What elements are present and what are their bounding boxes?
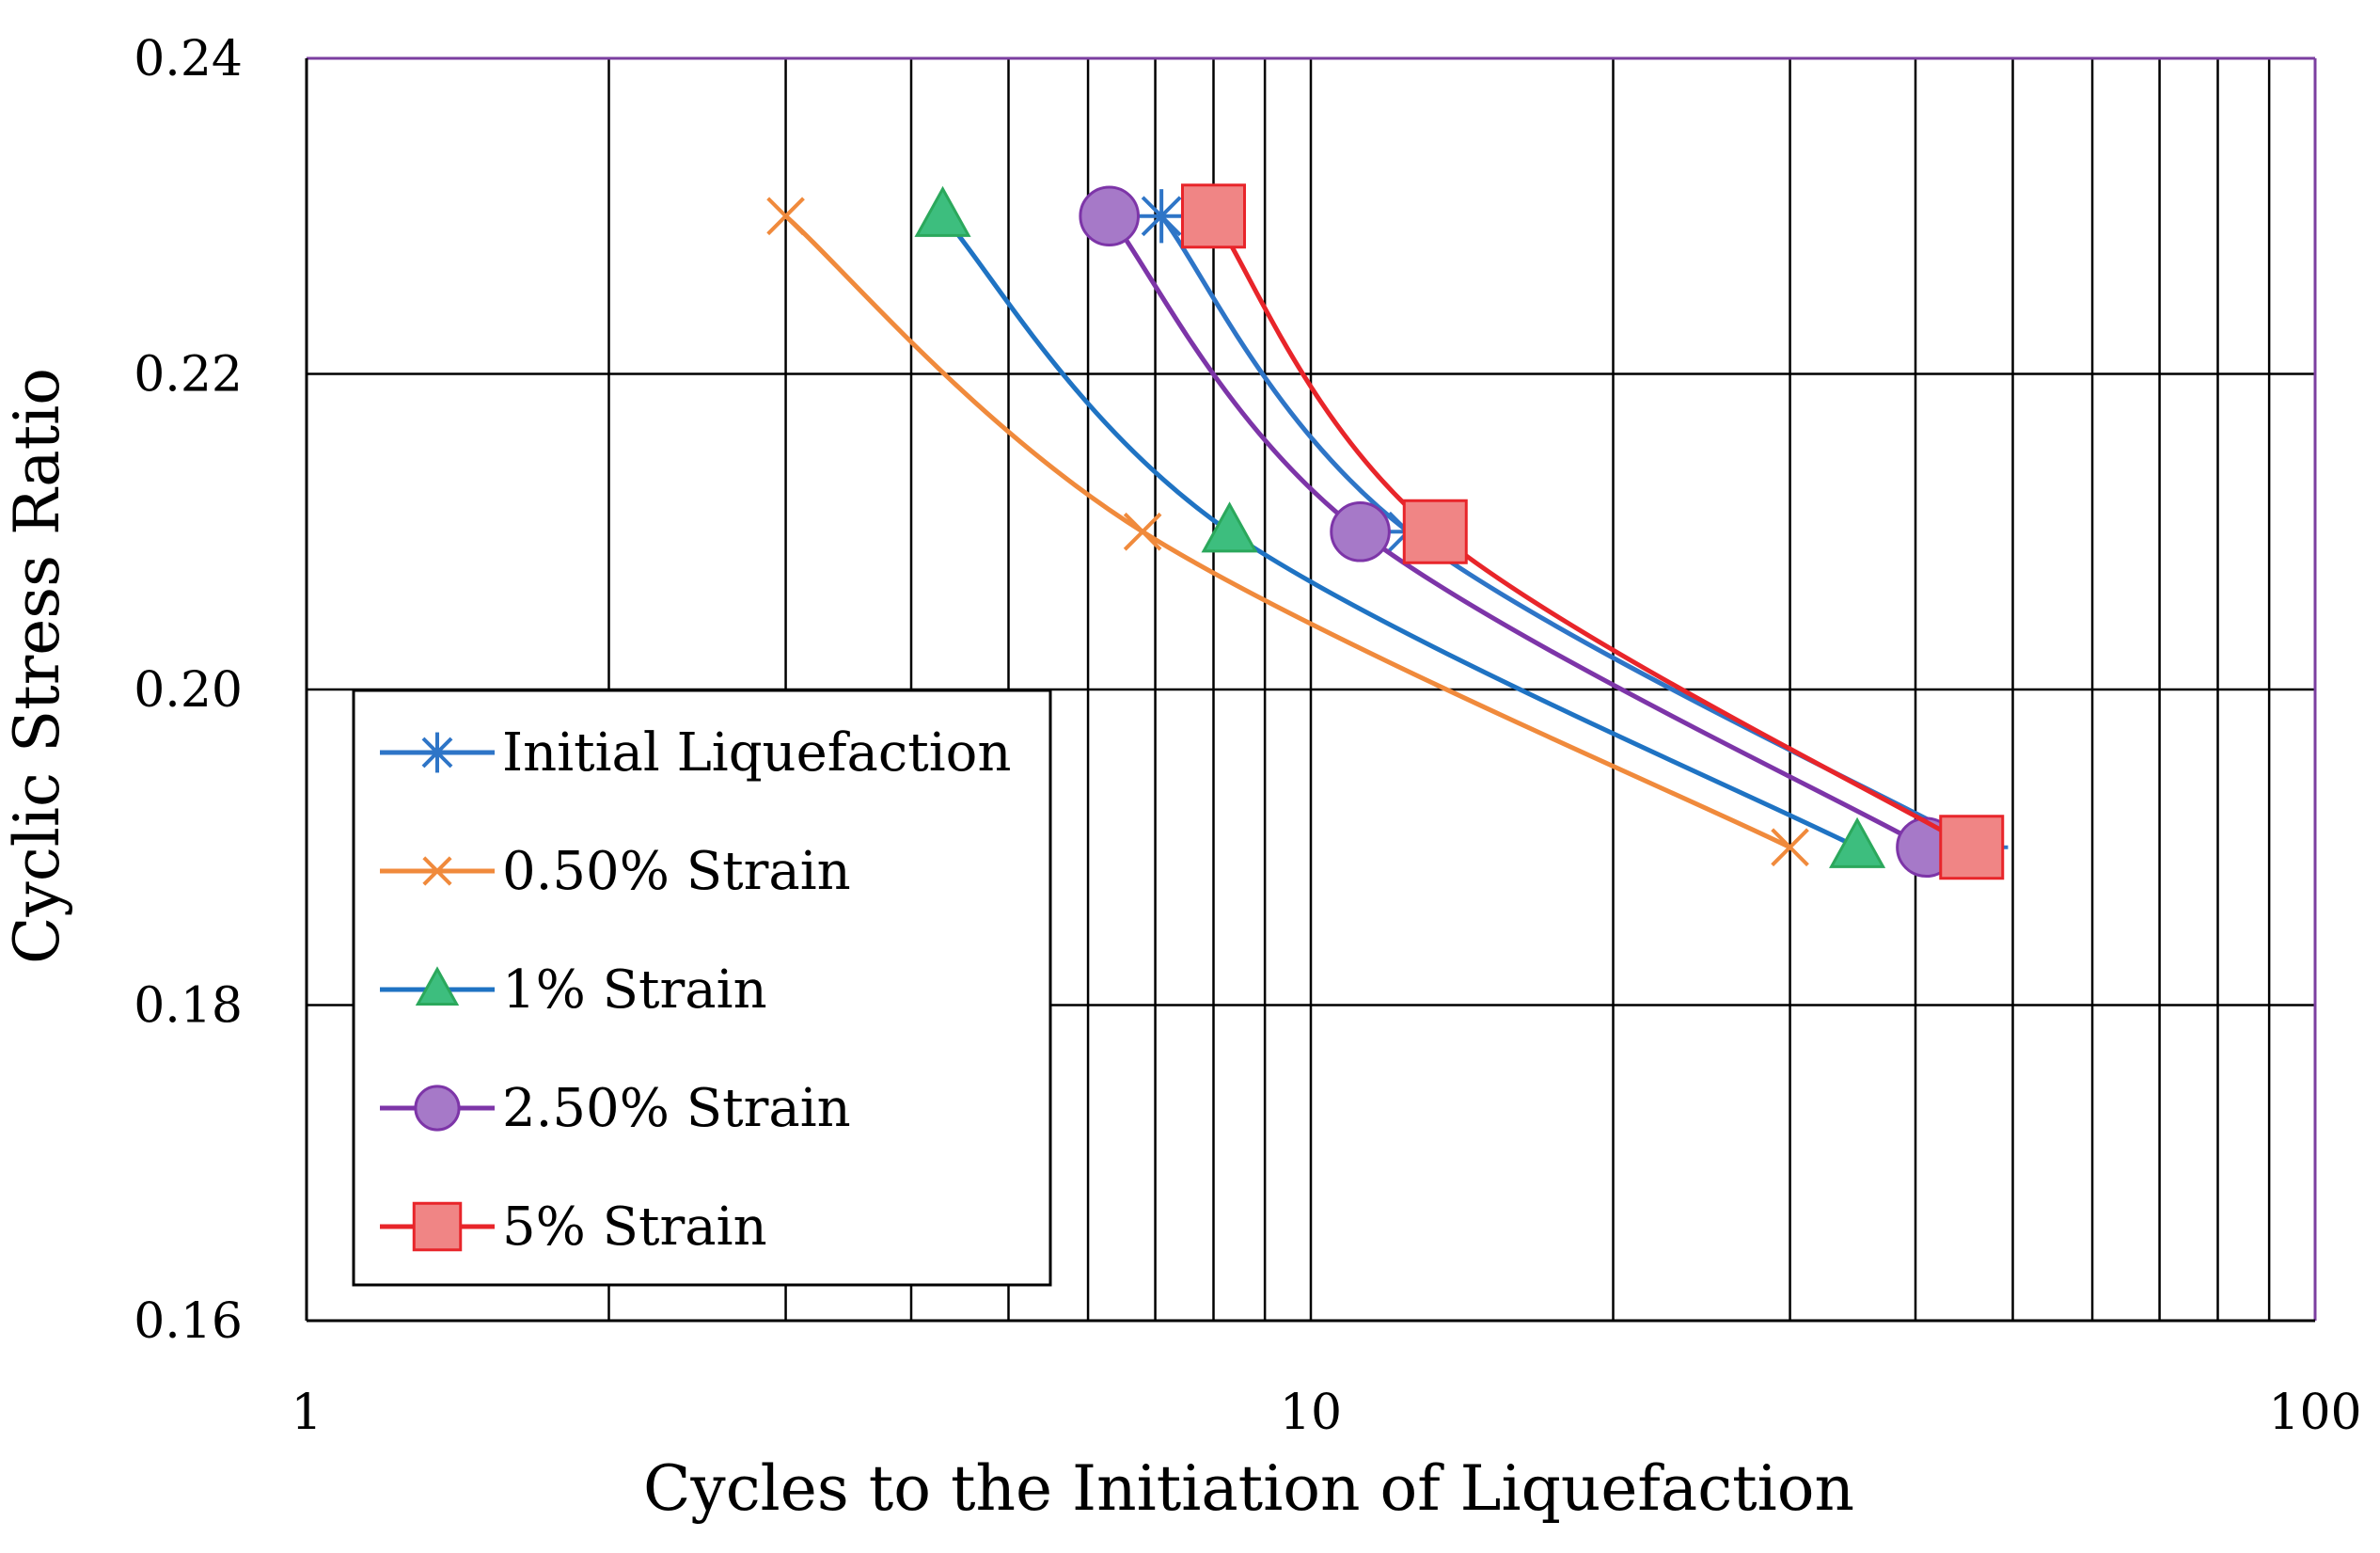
- legend-label: 1% Strain: [502, 959, 767, 1021]
- legend-marker: [415, 966, 460, 1006]
- data-point: [1330, 500, 1391, 563]
- tick-labels: 1 10 100 0.16 0.18 0.20 0.22 0.24: [134, 31, 2361, 1441]
- legend-label: Initial Liquefaction: [502, 722, 1011, 784]
- legend-label: 0.50% Strain: [502, 841, 851, 902]
- data-point: [1771, 828, 1809, 867]
- legend-entry: Initial Liquefaction: [380, 722, 1011, 784]
- data-point: [1829, 816, 1886, 868]
- x-tick-label: 100: [2268, 1385, 2361, 1441]
- series-line: [940, 214, 1859, 849]
- data-point: [1402, 499, 1468, 564]
- y-tick-label: 0.18: [134, 978, 243, 1035]
- legend-entry: 2.50% Strain: [380, 1078, 851, 1139]
- legend-entry: 0.50% Strain: [380, 841, 851, 902]
- data-point: [1181, 183, 1247, 249]
- y-axis-title: Cyclic Stress Ratio: [1, 368, 73, 964]
- legend-marker: [422, 856, 452, 886]
- series-1-strain: [914, 185, 1886, 868]
- x-tick-label: 10: [1280, 1385, 1342, 1441]
- legend-marker: [414, 1085, 461, 1132]
- data-point: [1123, 512, 1162, 551]
- data-point: [914, 185, 971, 237]
- series-line: [1107, 214, 1928, 849]
- series-line: [783, 214, 1791, 849]
- legend-entry: 5% Strain: [380, 1196, 767, 1258]
- data-point: [1201, 501, 1258, 553]
- grid-layer: [305, 56, 2317, 1323]
- series-5-strain: [1181, 183, 2005, 880]
- legend-marker: [417, 732, 458, 773]
- marker-stroke: [1123, 512, 1162, 551]
- series-0-50-strain: [766, 197, 1809, 867]
- x-tick-label: 1: [291, 1385, 322, 1441]
- marker-stroke: [766, 197, 805, 236]
- data-point: [766, 197, 805, 236]
- legend-marker: [412, 1201, 463, 1252]
- y-tick-label: 0.22: [134, 347, 243, 404]
- marker-stroke: [1771, 828, 1809, 867]
- data-point: [1134, 189, 1189, 244]
- legend-label: 2.50% Strain: [502, 1078, 851, 1139]
- series-2-50-strain: [1079, 185, 1957, 879]
- series-layer: [766, 183, 2009, 880]
- y-tick-label: 0.24: [134, 31, 243, 87]
- data-point: [1079, 185, 1140, 247]
- legend-entry: 1% Strain: [380, 959, 767, 1021]
- legend: Initial Liquefaction 0.50% Strain 1% Strai…: [352, 689, 1052, 1287]
- marker-stroke: [422, 856, 452, 886]
- data-point: [1939, 815, 2005, 880]
- y-tick-label: 0.16: [134, 1293, 243, 1350]
- x-axis-title: Cycles to the Initiation of Liquefaction: [643, 1452, 1854, 1525]
- legend-label: 5% Strain: [502, 1196, 767, 1258]
- y-tick-label: 0.20: [134, 662, 243, 719]
